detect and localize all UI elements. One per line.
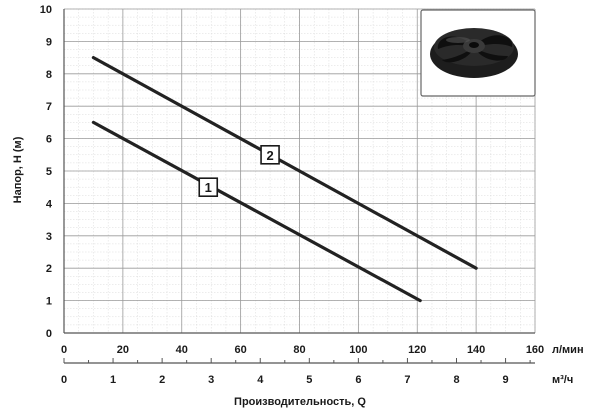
secondary-x-tick-label: 6 xyxy=(355,374,361,386)
x-unit-bottom: м³/ч xyxy=(552,374,573,386)
y-tick-label: 3 xyxy=(46,231,52,243)
series-label-2: 2 xyxy=(266,148,273,163)
secondary-x-axis xyxy=(63,358,535,364)
x-tick-label: 160 xyxy=(526,344,544,356)
series-line-2 xyxy=(91,55,478,270)
y-tick-label: 10 xyxy=(40,4,52,16)
series-labels: 12 xyxy=(198,145,280,197)
series-line-1 xyxy=(91,120,422,303)
y-tick-label: 7 xyxy=(46,101,52,113)
y-tick-label: 9 xyxy=(46,36,52,48)
x-tick-label: 60 xyxy=(235,344,247,356)
x-tick-label: 120 xyxy=(408,344,426,356)
secondary-x-tick-label: 1 xyxy=(110,374,116,386)
secondary-x-tick-label: 0 xyxy=(61,374,67,386)
y-tick-labels: 0 1 2 3 4 5 6 7 8 9 10 xyxy=(40,4,53,340)
x-tick-label: 100 xyxy=(349,344,367,356)
y-tick-label: 2 xyxy=(46,263,52,275)
y-tick-label: 4 xyxy=(46,198,53,210)
secondary-x-tick-label: 3 xyxy=(208,374,214,386)
y-axis-title: Напор, H (м) xyxy=(12,136,24,203)
y-tick-label: 6 xyxy=(46,134,52,146)
y-tick-label: 8 xyxy=(46,69,52,81)
x-tick-label: 40 xyxy=(176,344,188,356)
secondary-x-tick-label: 5 xyxy=(306,374,312,386)
secondary-x-tick-label: 9 xyxy=(503,374,509,386)
x-tick-label: 140 xyxy=(467,344,485,356)
secondary-x-tick-label: 4 xyxy=(257,374,264,386)
secondary-x-tick-label: 7 xyxy=(404,374,410,386)
x-tick-label: 80 xyxy=(293,344,305,356)
x-axis-title: Производительность, Q xyxy=(234,396,366,408)
series-label-box-2 xyxy=(260,145,280,165)
impeller-photo xyxy=(420,9,536,97)
series-label-1: 1 xyxy=(205,180,212,195)
y-tick-label: 1 xyxy=(46,296,52,308)
x-tick-labels: 0 20 40 60 80 100 120 140 160 xyxy=(61,344,544,356)
y-tick-label: 0 xyxy=(46,328,52,340)
x-tick-label: 20 xyxy=(117,344,129,356)
y-tick-label: 5 xyxy=(46,166,52,178)
secondary-x-tick-labels: 0 1 2 3 4 5 6 7 8 9 xyxy=(61,374,509,386)
secondary-x-tick-label: 2 xyxy=(159,374,165,386)
x-tick-label: 0 xyxy=(61,344,67,356)
secondary-x-tick-label: 8 xyxy=(453,374,459,386)
x-unit-top: л/мин xyxy=(552,344,584,356)
series-lines xyxy=(91,55,478,303)
series-label-box-1 xyxy=(198,177,219,197)
